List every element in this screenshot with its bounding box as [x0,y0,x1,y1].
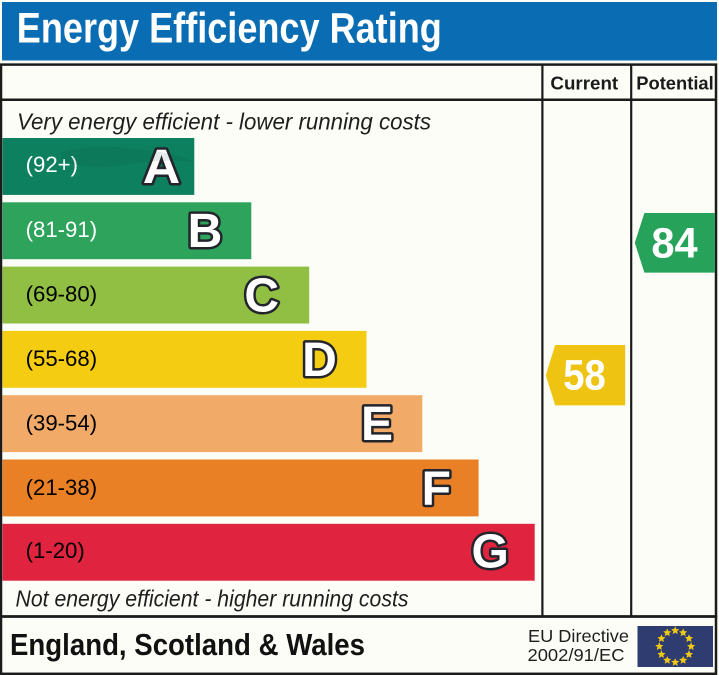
svg-text:(1-20): (1-20) [26,538,85,563]
svg-text:(55-68): (55-68) [26,346,98,371]
svg-text:Potential: Potential [636,73,714,94]
svg-text:A: A [143,141,181,194]
svg-text:84: 84 [651,219,697,267]
svg-text:Current: Current [550,73,618,94]
svg-text:2002/91/EC: 2002/91/EC [528,645,625,665]
svg-text:EU Directive: EU Directive [528,626,629,646]
svg-text:58: 58 [563,351,606,399]
svg-text:Very energy efficient - lower: Very energy efficient - lower running co… [17,109,431,135]
svg-text:D: D [302,334,337,387]
svg-text:England, Scotland & Wales: England, Scotland & Wales [10,628,365,662]
svg-text:(21-38): (21-38) [26,475,98,500]
svg-text:(39-54): (39-54) [26,410,98,435]
svg-text:(81-91): (81-91) [26,217,98,242]
svg-text:C: C [244,270,279,323]
svg-text:(69-80): (69-80) [26,282,98,307]
svg-text:E: E [361,398,393,451]
svg-text:(92+): (92+) [26,152,78,177]
svg-text:G: G [472,526,509,579]
svg-text:F: F [422,462,451,515]
svg-text:Energy Efficiency Rating: Energy Efficiency Rating [17,5,442,53]
svg-text:B: B [188,205,223,258]
svg-text:Not energy efficient - higher: Not energy efficient - higher running co… [16,586,409,612]
